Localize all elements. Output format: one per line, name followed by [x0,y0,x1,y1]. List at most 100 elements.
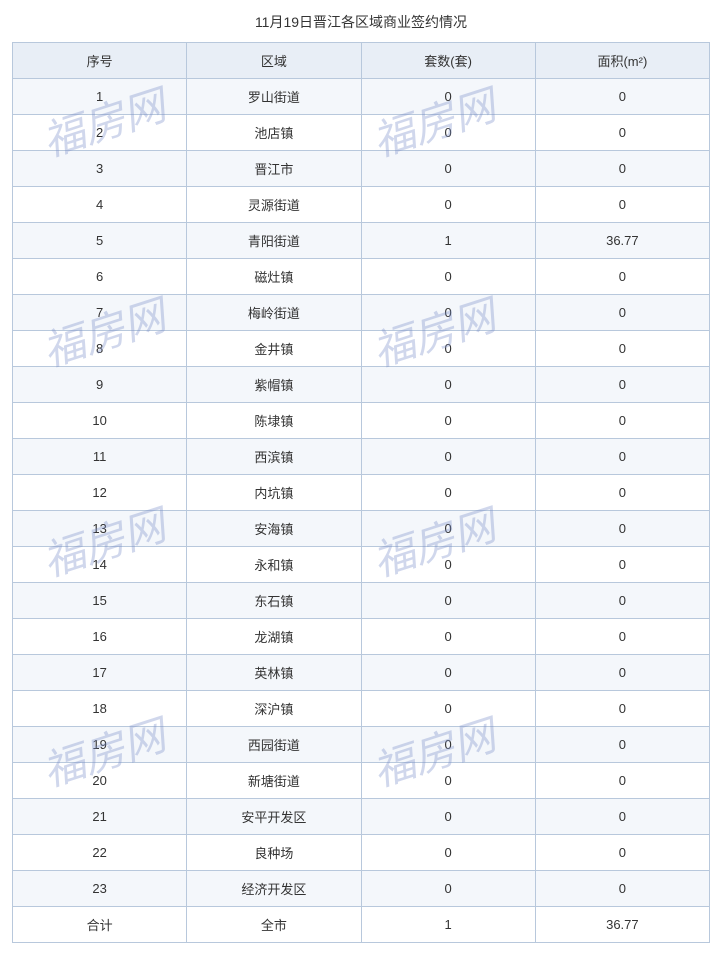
table-cell: 0 [361,763,535,799]
table-cell: 0 [535,583,709,619]
table-cell: 20 [13,763,187,799]
table-cell: 内坑镇 [187,475,361,511]
table-cell: 0 [535,331,709,367]
table-cell: 1 [361,223,535,259]
table-cell: 西园街道 [187,727,361,763]
table-row: 5青阳街道136.77 [13,223,710,259]
table-cell: 深沪镇 [187,691,361,727]
data-table: 序号 区域 套数(套) 面积(m²) 1罗山街道002池店镇003晋江市004灵… [12,42,710,943]
table-cell: 新塘街道 [187,763,361,799]
table-cell: 6 [13,259,187,295]
table-cell: 18 [13,691,187,727]
table-cell: 0 [535,439,709,475]
table-row: 4灵源街道00 [13,187,710,223]
table-cell: 经济开发区 [187,871,361,907]
table-cell: 1 [361,907,535,943]
table-cell: 金井镇 [187,331,361,367]
table-cell: 10 [13,403,187,439]
table-cell: 1 [13,79,187,115]
table-body: 1罗山街道002池店镇003晋江市004灵源街道005青阳街道136.776磁灶… [13,79,710,943]
table-cell: 21 [13,799,187,835]
table-cell: 英林镇 [187,655,361,691]
table-row: 22良种场00 [13,835,710,871]
table-cell: 灵源街道 [187,187,361,223]
table-cell: 0 [361,475,535,511]
table-cell: 0 [361,799,535,835]
table-cell: 9 [13,367,187,403]
table-cell: 0 [361,187,535,223]
table-cell: 0 [361,295,535,331]
table-cell: 紫帽镇 [187,367,361,403]
table-cell: 0 [361,331,535,367]
table-row: 20新塘街道00 [13,763,710,799]
table-cell: 3 [13,151,187,187]
table-row: 合计全市136.77 [13,907,710,943]
table-cell: 0 [535,79,709,115]
table-cell: 0 [535,295,709,331]
table-row: 13安海镇00 [13,511,710,547]
table-cell: 0 [535,619,709,655]
table-row: 9紫帽镇00 [13,367,710,403]
table-cell: 8 [13,331,187,367]
table-cell: 14 [13,547,187,583]
table-row: 6磁灶镇00 [13,259,710,295]
table-cell: 0 [535,871,709,907]
col-header-area: 面积(m²) [535,43,709,79]
table-cell: 0 [361,79,535,115]
header-row: 序号 区域 套数(套) 面积(m²) [13,43,710,79]
table-cell: 0 [535,475,709,511]
table-cell: 36.77 [535,223,709,259]
table-cell: 永和镇 [187,547,361,583]
table-cell: 罗山街道 [187,79,361,115]
table-cell: 0 [535,403,709,439]
table-cell: 7 [13,295,187,331]
table-row: 19西园街道00 [13,727,710,763]
table-cell: 0 [361,367,535,403]
table-row: 23经济开发区00 [13,871,710,907]
table-cell: 晋江市 [187,151,361,187]
table-cell: 0 [535,799,709,835]
table-cell: 安海镇 [187,511,361,547]
col-header-region: 区域 [187,43,361,79]
table-cell: 梅岭街道 [187,295,361,331]
table-cell: 22 [13,835,187,871]
table-cell: 0 [361,115,535,151]
table-cell: 安平开发区 [187,799,361,835]
table-row: 10陈埭镇00 [13,403,710,439]
table-cell: 17 [13,655,187,691]
table-row: 16龙湖镇00 [13,619,710,655]
table-title: 11月19日晋江各区域商业签约情况 [12,12,710,32]
table-cell: 36.77 [535,907,709,943]
table-cell: 0 [535,187,709,223]
table-cell: 0 [535,115,709,151]
table-cell: 4 [13,187,187,223]
table-cell: 0 [361,511,535,547]
table-cell: 0 [361,403,535,439]
table-cell: 15 [13,583,187,619]
table-cell: 0 [535,511,709,547]
col-header-index: 序号 [13,43,187,79]
table-cell: 11 [13,439,187,475]
table-row: 1罗山街道00 [13,79,710,115]
table-cell: 0 [361,871,535,907]
table-cell: 0 [361,259,535,295]
table-cell: 磁灶镇 [187,259,361,295]
table-row: 17英林镇00 [13,655,710,691]
table-row: 12内坑镇00 [13,475,710,511]
table-cell: 陈埭镇 [187,403,361,439]
table-row: 2池店镇00 [13,115,710,151]
table-cell: 0 [535,691,709,727]
table-cell: 0 [535,547,709,583]
table-cell: 0 [361,691,535,727]
table-cell: 12 [13,475,187,511]
table-row: 18深沪镇00 [13,691,710,727]
table-cell: 东石镇 [187,583,361,619]
table-cell: 0 [361,835,535,871]
table-cell: 0 [535,835,709,871]
table-cell: 0 [535,727,709,763]
table-cell: 16 [13,619,187,655]
table-cell: 0 [361,439,535,475]
table-cell: 0 [361,151,535,187]
table-cell: 良种场 [187,835,361,871]
table-cell: 0 [361,583,535,619]
